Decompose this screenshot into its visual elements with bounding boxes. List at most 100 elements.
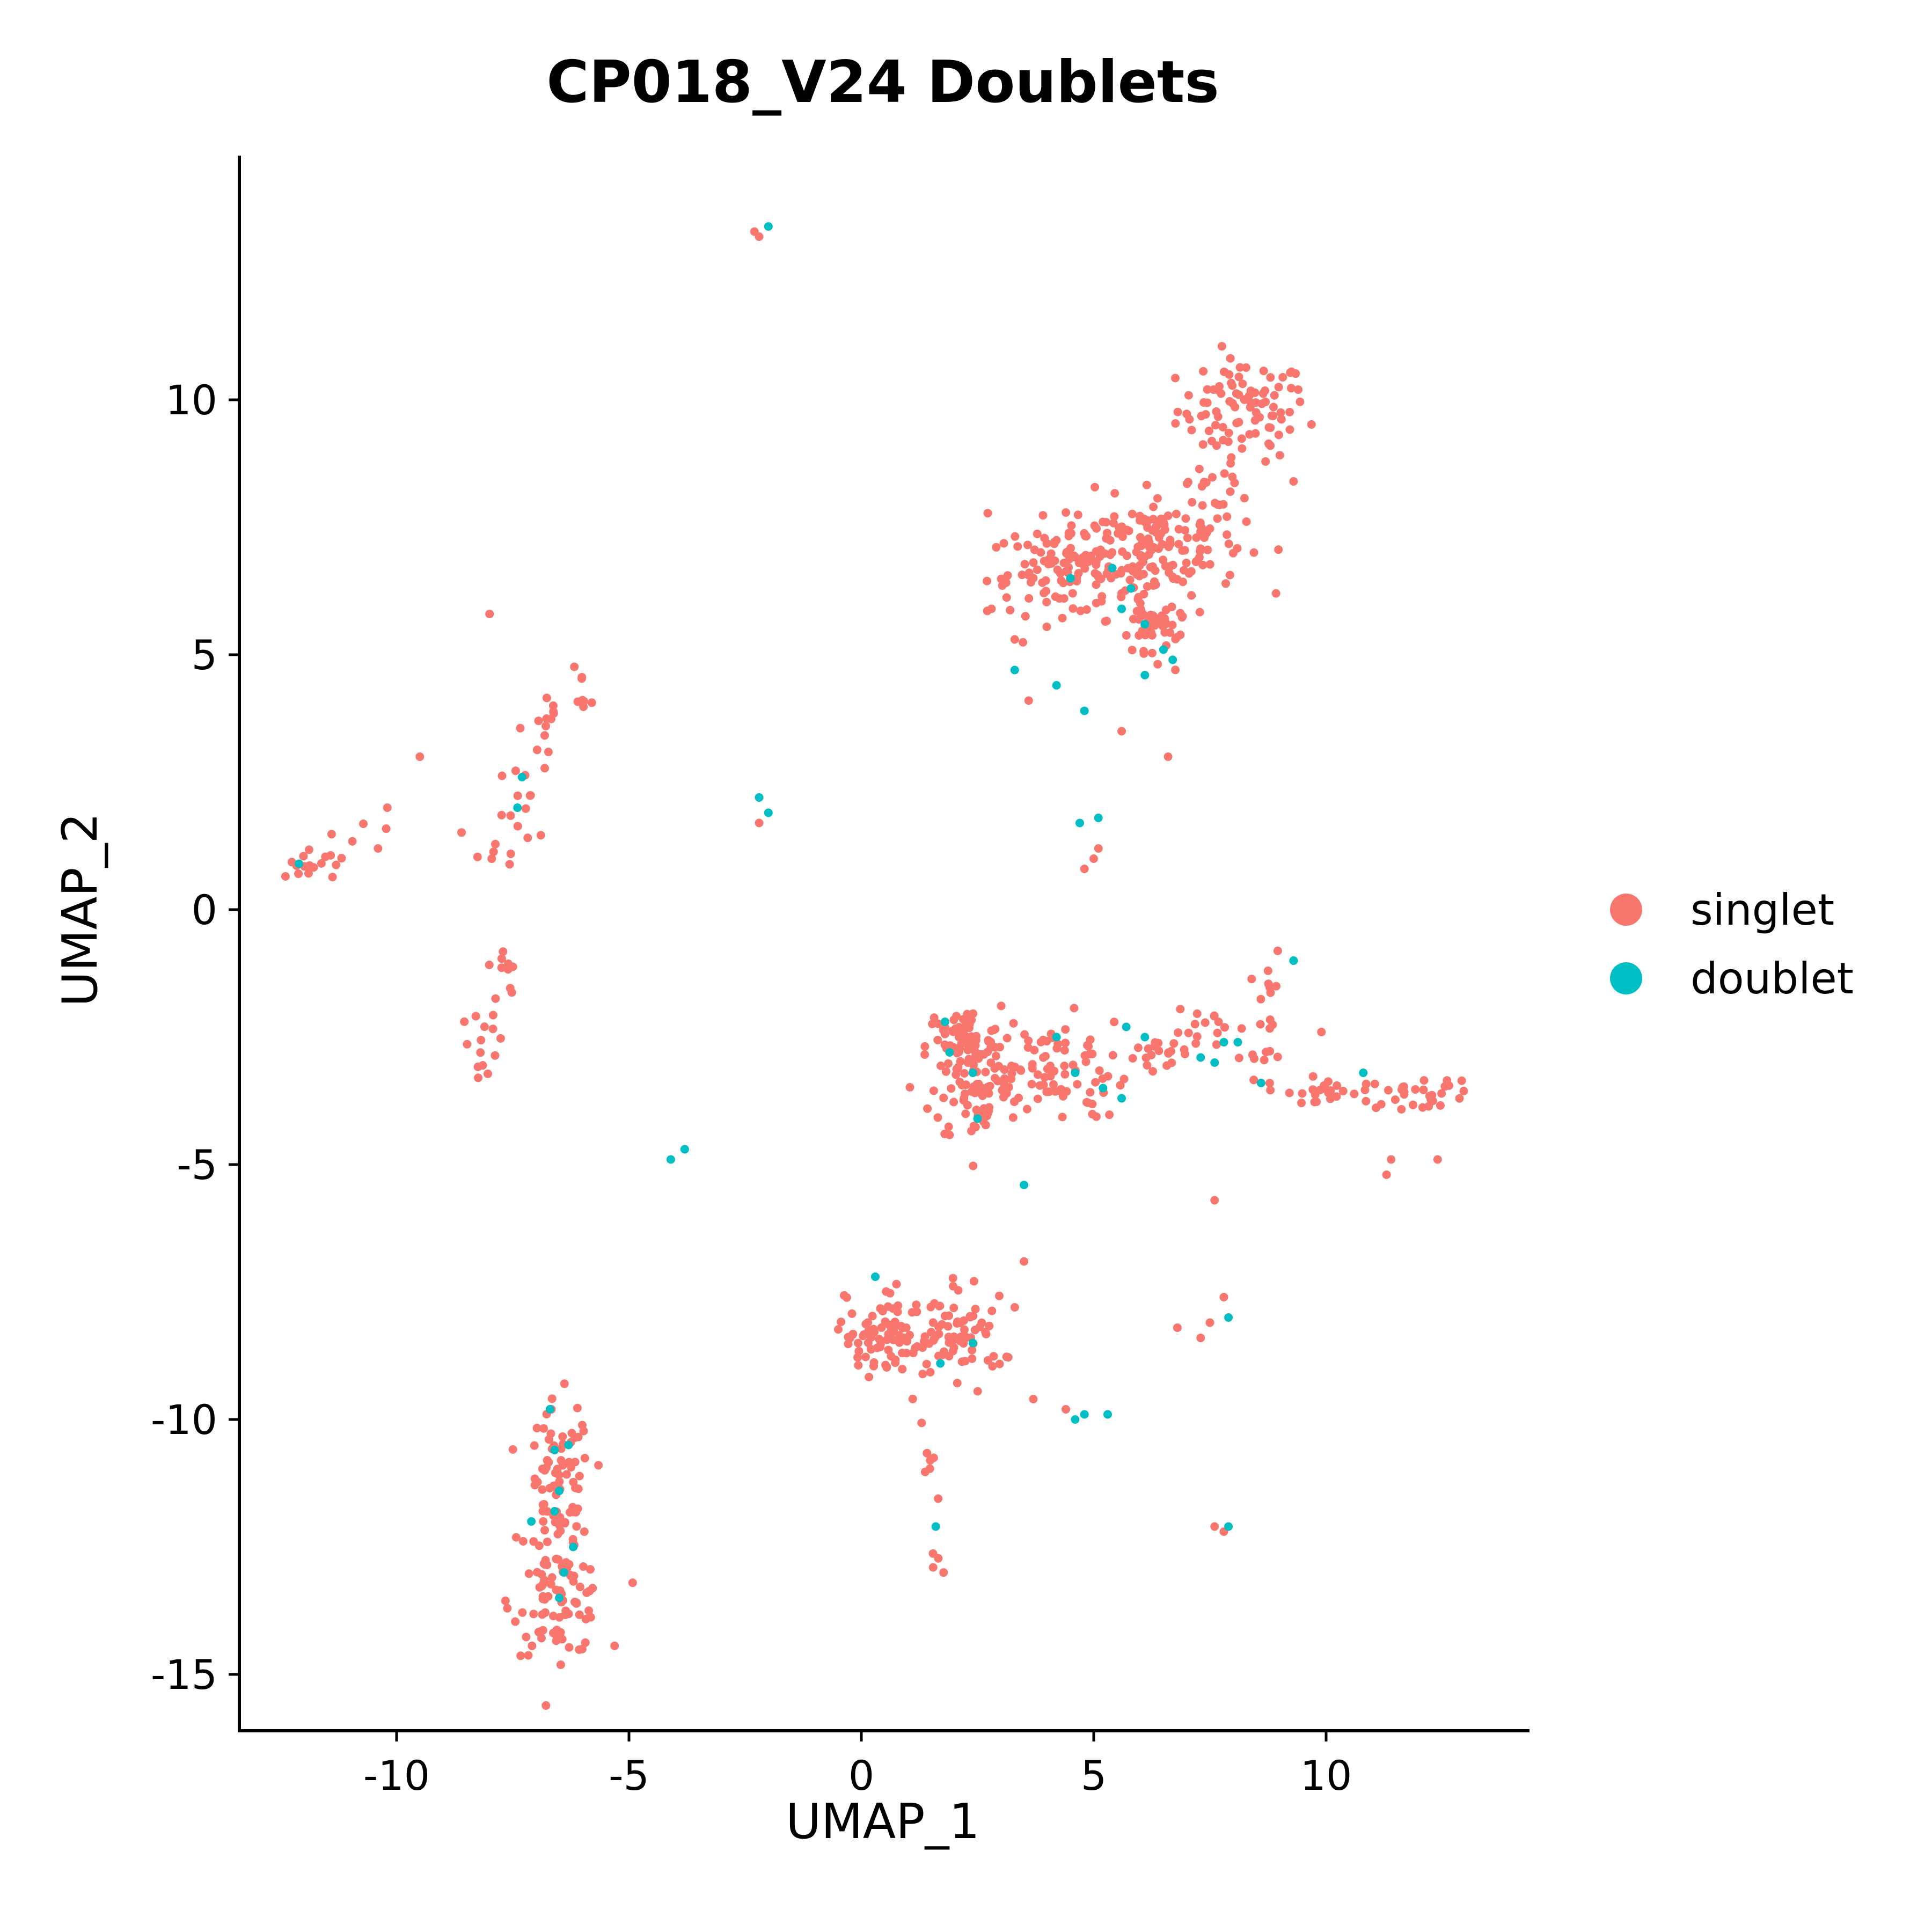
singlet-point: [1051, 1087, 1060, 1096]
singlet-point: [552, 1626, 561, 1635]
doublet-point: [936, 1359, 945, 1368]
singlet-point: [1172, 509, 1181, 518]
singlet-point: [1094, 844, 1103, 853]
singlet-point: [954, 1048, 963, 1057]
doublet-point: [1224, 1522, 1233, 1531]
singlet-point: [974, 1054, 983, 1063]
singlet-point: [1419, 1076, 1429, 1085]
singlet-point: [1151, 614, 1160, 623]
singlet-point: [1192, 1032, 1202, 1041]
singlet-point: [1133, 1043, 1143, 1052]
singlet-point: [1372, 1103, 1381, 1113]
singlet-point: [1000, 1065, 1009, 1074]
singlet-point: [1226, 487, 1235, 496]
singlet-point: [968, 1354, 977, 1363]
singlet-point: [1044, 1087, 1053, 1096]
doublet-point: [1140, 620, 1150, 628]
singlet-point: [1059, 594, 1069, 603]
singlet-point: [923, 1104, 932, 1113]
doublet-point: [764, 808, 773, 817]
singlet-point: [628, 1578, 637, 1587]
doublet-point: [1103, 1410, 1112, 1419]
singlet-point: [540, 1595, 550, 1604]
singlet-point: [1221, 579, 1230, 588]
doublet-point: [1108, 564, 1117, 573]
singlet-point: [1167, 1046, 1175, 1056]
singlet-point: [610, 1641, 619, 1650]
singlet-point: [565, 1560, 574, 1569]
singlet-point: [542, 714, 551, 723]
singlet-point: [1133, 595, 1143, 604]
doublet-point: [1020, 1181, 1029, 1189]
singlet-point: [1174, 525, 1183, 533]
singlet-point: [575, 1645, 584, 1654]
singlet-point: [473, 852, 482, 861]
singlet-point: [505, 860, 514, 869]
singlet-point: [1067, 521, 1076, 530]
singlet-point: [983, 1111, 991, 1121]
singlet-point: [1274, 383, 1283, 392]
singlet-point: [543, 1560, 552, 1569]
singlet-point: [579, 702, 588, 711]
singlet-point: [999, 539, 1008, 548]
singlet-point: [967, 1087, 976, 1096]
singlet-point: [1274, 430, 1283, 440]
singlet-point: [1237, 1024, 1246, 1033]
x-axis-title: UMAP_1: [786, 1794, 980, 1850]
singlet-point: [555, 1613, 564, 1622]
singlet-point: [577, 674, 586, 683]
singlet-point: [1297, 1099, 1306, 1108]
singlet-point: [1274, 545, 1283, 554]
singlet-point: [1135, 572, 1144, 581]
doublet-point: [1117, 604, 1126, 613]
singlet-point: [1135, 561, 1144, 570]
singlet-point: [1146, 628, 1155, 637]
doublet-point: [1122, 1022, 1131, 1031]
singlet-point: [847, 1309, 857, 1318]
singlet-point: [1289, 477, 1298, 486]
singlet-point: [936, 1062, 946, 1070]
singlet-point: [953, 1379, 962, 1388]
singlet-point: [960, 1069, 969, 1078]
singlet-point: [869, 1362, 878, 1371]
singlet-point: [474, 1073, 482, 1082]
singlet-point: [581, 1638, 590, 1647]
singlet-point: [1006, 605, 1015, 614]
doublet-point: [1140, 1033, 1150, 1042]
singlet-point: [1241, 363, 1250, 372]
singlet-point: [1153, 660, 1162, 669]
singlet-point: [1033, 1094, 1042, 1103]
singlet-point: [929, 1086, 938, 1095]
singlet-point: [501, 1596, 510, 1605]
singlet-point: [1147, 648, 1157, 657]
singlet-point: [513, 791, 522, 800]
doublet-point: [1080, 1410, 1089, 1419]
singlet-point: [1050, 1066, 1059, 1075]
singlet-point: [1265, 1079, 1274, 1088]
singlet-point: [1173, 575, 1182, 584]
singlet-point: [1158, 540, 1167, 549]
singlet-point: [971, 1305, 980, 1314]
doublet-point: [1289, 956, 1298, 965]
singlet-point: [1387, 1155, 1396, 1164]
singlet-point: [1084, 557, 1093, 566]
singlet-point: [1455, 1094, 1464, 1103]
y-axis-ticks: -15 -10 -5 0 5 10: [151, 376, 239, 1699]
doublet-point: [1256, 1079, 1265, 1087]
singlet-point: [1089, 854, 1098, 863]
singlet-point: [1171, 665, 1180, 675]
singlet-point: [543, 1456, 552, 1465]
singlet-point: [1224, 428, 1233, 437]
singlet-point: [1210, 499, 1219, 508]
singlet-point: [1192, 1009, 1202, 1018]
singlet-point: [573, 1504, 582, 1513]
singlet-point: [543, 1538, 552, 1546]
y-tick-label: -5: [177, 1141, 217, 1189]
singlet-point: [1223, 530, 1232, 539]
singlet-point: [1204, 426, 1213, 435]
doublet-point: [1075, 818, 1084, 828]
singlet-point: [485, 960, 494, 969]
y-tick-label: 10: [165, 376, 217, 424]
singlet-point: [1024, 696, 1033, 705]
singlet-point: [538, 1485, 547, 1494]
